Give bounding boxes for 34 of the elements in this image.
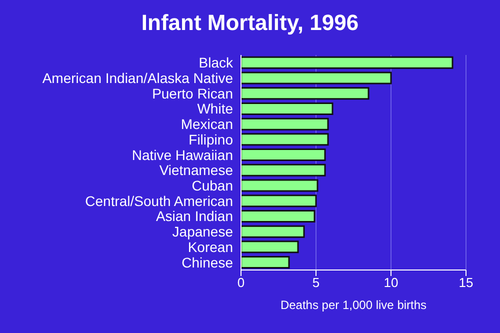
bar [241,179,318,192]
y-tick-label: Korean [188,238,233,255]
bar [241,240,299,254]
x-tick-label: 5 [312,275,320,290]
bar [241,225,305,238]
bar [241,72,392,84]
x-tick-label: 10 [384,275,398,290]
bar [241,118,329,130]
bar [241,102,334,115]
y-tick-label: Cuban [192,178,233,194]
bar [241,164,326,176]
y-tick-label: Central/South American [85,192,233,209]
x-tick-label: 0 [237,275,245,290]
bar [241,210,316,222]
bar [241,87,370,100]
y-tick-label: Filipino [188,131,234,148]
bar [241,133,329,146]
y-tick-label: Asian Indian [156,208,233,224]
chart-title: Infant Mortality, 1996 [140,10,360,36]
y-tick-label: Japanese [172,224,234,240]
y-tick-label: Vietnamese [159,162,234,178]
bar [241,56,454,69]
x-tick-label: 15 [458,275,474,290]
y-tick-label: Mexican [180,116,233,132]
bar [241,194,317,208]
y-tick-label: American Indian/Alaska Native [42,70,234,86]
x-axis-title: Deaths per 1,000 live births [279,298,428,312]
bar [241,256,290,269]
y-tick-label: Chinese [182,254,234,270]
y-tick-label: Black [198,54,234,71]
y-tick-label: Native Hawaiian [132,146,233,163]
y-tick-label: White [197,100,234,117]
y-tick-label: Puerto Rican [152,85,233,102]
bar [241,148,326,162]
